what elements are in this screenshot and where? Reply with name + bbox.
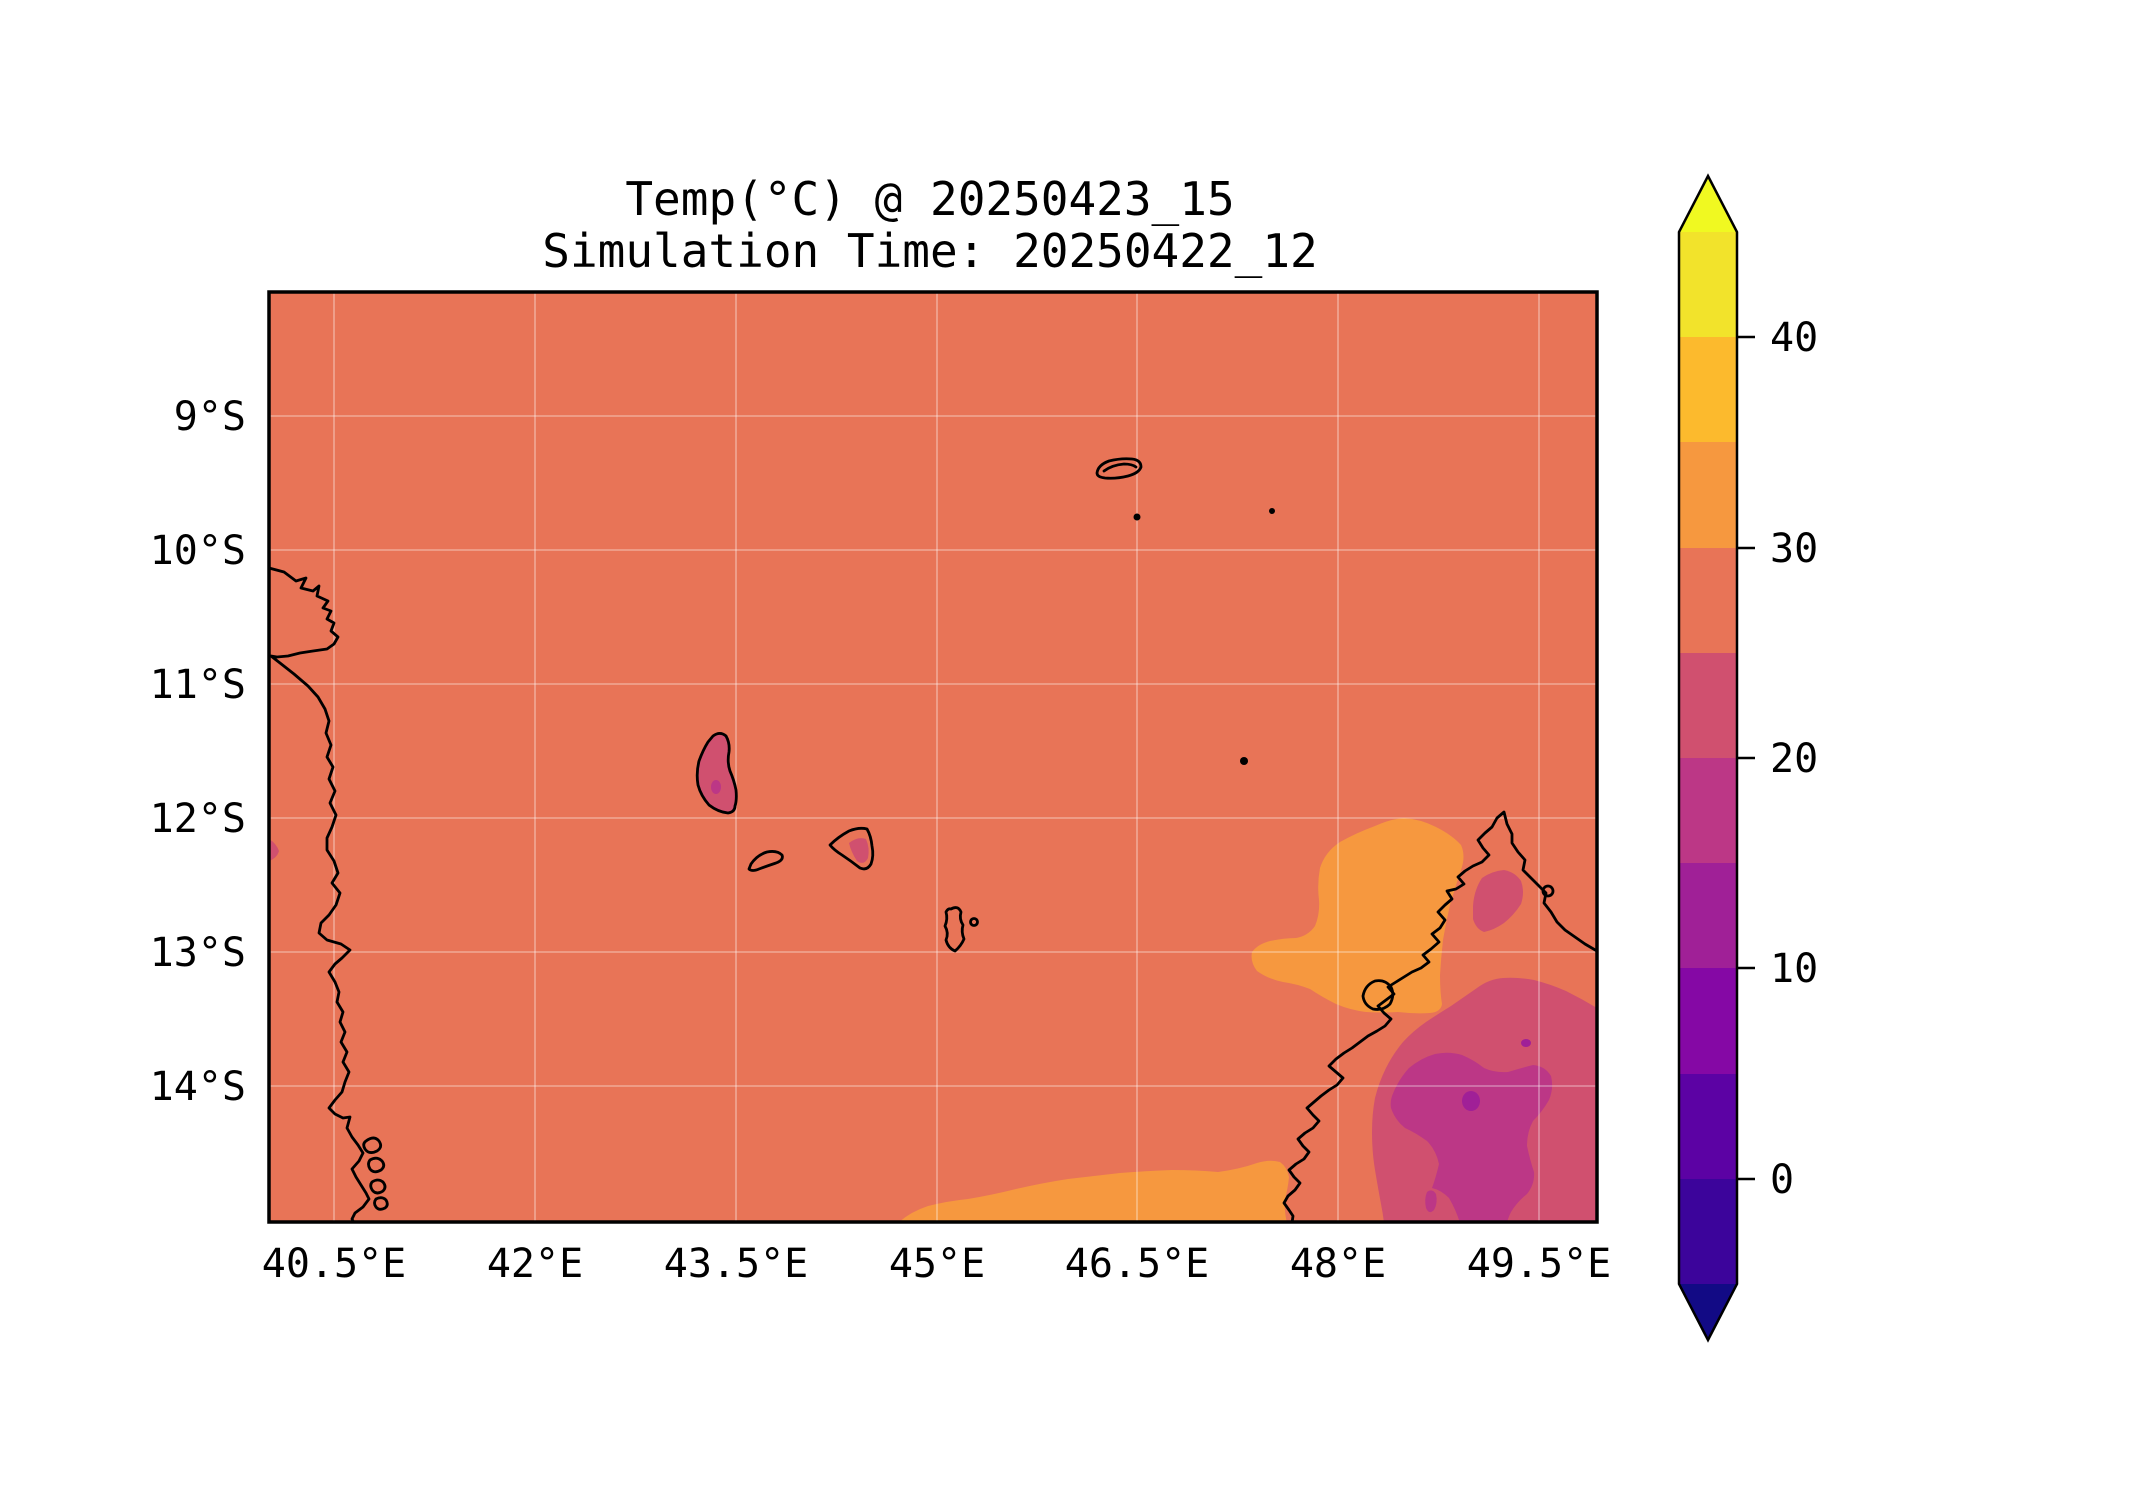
map-area	[269, 292, 1597, 1222]
y-tick-label: 9°S	[174, 394, 246, 440]
y-axis-tick-labels: 9°S 10°S 11°S 12°S 13°S 14°S	[150, 394, 246, 1110]
colorbar-segment-40-45	[1679, 232, 1737, 337]
x-tick-label: 46.5°E	[1065, 1241, 1210, 1287]
plot-subtitle: Simulation Time: 20250422_12	[542, 224, 1317, 278]
x-axis-tick-labels: 40.5°E 42°E 43.5°E 45°E 46.5°E 48°E 49.5…	[262, 1241, 1612, 1287]
contour-fill-15-20-madagascar-highlands	[1390, 1052, 1553, 1222]
colorbar-outline	[1677, 173, 1739, 1343]
x-tick-label: 40.5°E	[262, 1241, 407, 1287]
island-aldabra-atoll	[1095, 457, 1143, 480]
y-tick-label: 12°S	[150, 796, 246, 842]
colorbar-segment-15-20	[1679, 758, 1737, 863]
colorbar-segment-0-5	[1679, 1074, 1737, 1179]
contour-fill-25-30-background	[269, 292, 1597, 1222]
coastline-africa	[269, 566, 371, 1222]
colorbar-segment-m5-0	[1679, 1179, 1737, 1284]
colorbar-segment-25-30	[1679, 548, 1737, 653]
contour-fill-20-25-west-edge-sliver	[269, 839, 279, 861]
island-dot-assumption	[1133, 513, 1141, 521]
colorbar-arrow-below	[1679, 1284, 1737, 1340]
map-frame	[267, 290, 1599, 1224]
colorbar-segment-10-15	[1679, 863, 1737, 968]
plot-title: Temp(°C) @ 20250423_15	[625, 172, 1234, 226]
colorbar-segment-35-40	[1679, 337, 1737, 442]
colorbar-segment-30-35	[1679, 442, 1737, 548]
colorbar: 40 30 20 10 0	[1677, 173, 1818, 1343]
colorbar-arrow-above	[1679, 176, 1737, 232]
island-moheli	[747, 850, 784, 872]
mayotte-islet	[969, 917, 979, 927]
contour-fill-10-15-small-spot	[1521, 1039, 1531, 1047]
contour-fill-20-25-north-madagascar	[1473, 870, 1523, 932]
colorbar-segment-5-10	[1679, 968, 1737, 1074]
island-dot-glorioso	[1240, 757, 1248, 765]
x-tick-label: 42°E	[487, 1241, 583, 1287]
island-grande-comore	[695, 732, 738, 815]
colorbar-tick-label: 0	[1770, 1157, 1794, 1203]
coastline-quirimbas-islets	[362, 1136, 389, 1211]
colorbar-segment-20-25	[1679, 653, 1737, 758]
graticule-gridlines	[269, 292, 1597, 1222]
coastline-madagascar	[1282, 810, 1597, 1222]
coastline-nosy-be	[1361, 979, 1395, 1011]
coastline-east-islet	[1541, 884, 1555, 898]
x-tick-label: 49.5°E	[1467, 1241, 1612, 1287]
x-tick-label: 45°E	[889, 1241, 985, 1287]
anjouan-interior-spot	[849, 838, 869, 863]
y-tick-label: 11°S	[150, 662, 246, 708]
y-tick-label: 10°S	[150, 528, 246, 574]
colorbar-tick-label: 40	[1770, 315, 1818, 361]
grande-comore-peak-spot	[711, 780, 721, 794]
y-tick-label: 13°S	[150, 930, 246, 976]
colorbar-tick-label: 10	[1770, 946, 1818, 992]
island-mayotte	[943, 906, 979, 953]
contour-fill-30-35-south-band	[899, 1160, 1289, 1222]
y-tick-label: 14°S	[150, 1064, 246, 1110]
colorbar-tick-label: 30	[1770, 526, 1818, 572]
colorbar-tick-label: 20	[1770, 736, 1818, 782]
contour-fill-30-35-nw-madagascar	[1251, 818, 1464, 1014]
contour-fill-15-20-sliver	[1425, 1190, 1437, 1213]
island-anjouan	[828, 826, 875, 871]
x-tick-label: 48°E	[1290, 1241, 1386, 1287]
x-tick-label: 43.5°E	[664, 1241, 809, 1287]
contour-fill-10-15-summit-spot	[1462, 1091, 1480, 1111]
island-dot-astove	[1269, 508, 1275, 514]
